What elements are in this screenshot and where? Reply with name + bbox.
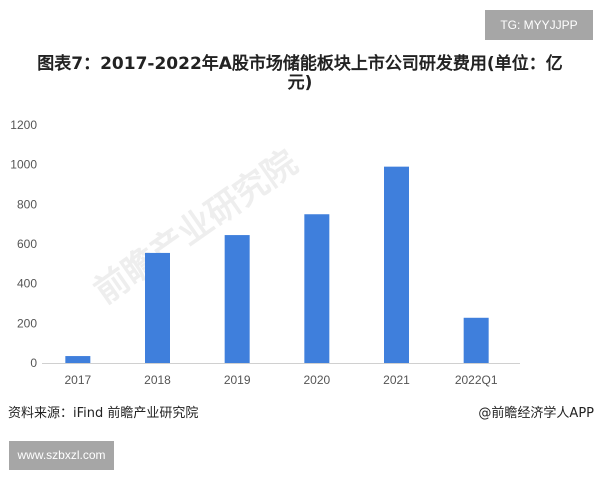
chart-title: 图表7：2017-2022年A股市场储能板块上市公司研发费用(单位：亿元) <box>37 54 563 93</box>
x-tick-label: 2021 <box>383 373 410 387</box>
x-tick-label: 2017 <box>64 373 91 387</box>
site-badge: www.szbxzl.com <box>9 441 114 470</box>
y-tick-label: 800 <box>17 197 37 211</box>
source-note: 资料来源：iFind 前瞻产业研究院 <box>8 406 199 421</box>
y-tick-label: 400 <box>17 277 37 291</box>
bar-2021 <box>384 166 409 363</box>
y-tick-label: 1000 <box>10 158 37 172</box>
y-tick-label: 0 <box>30 356 37 370</box>
credit-note: @前瞻经济学人APP <box>478 406 594 421</box>
y-tick-label: 600 <box>17 237 37 251</box>
bar-2017 <box>65 356 91 363</box>
bar-chart: 0 200 400 600 800 1000 1200 2017 2018 2019 2020 202… <box>10 118 520 387</box>
y-tick-label: 200 <box>17 316 37 330</box>
bar-2020 <box>304 214 330 363</box>
x-tick-label: 2022Q1 <box>455 373 498 387</box>
bar-2018 <box>145 252 170 363</box>
x-tick-label: 2018 <box>144 373 171 387</box>
tg-badge: TG: MYYJJPP <box>485 10 593 40</box>
y-tick-label: 1200 <box>10 118 37 132</box>
x-tick-label: 2019 <box>224 373 251 387</box>
x-tick-label: 2020 <box>303 373 330 387</box>
bar-2022Q1 <box>463 317 489 363</box>
bar-2019 <box>224 235 250 363</box>
